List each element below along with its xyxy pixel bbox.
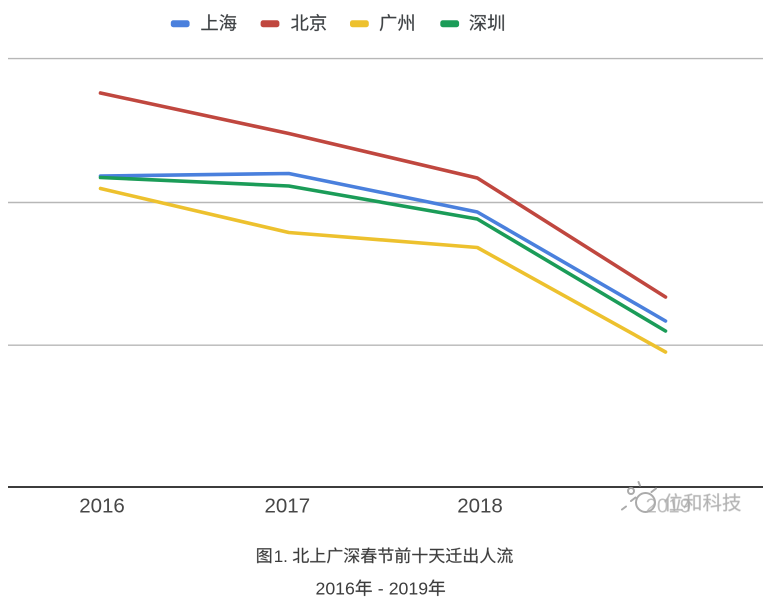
svg-text:2016: 2016 [316,579,356,599]
svg-text:2016: 2016 [79,494,125,517]
svg-text:2018: 2018 [457,494,503,517]
svg-text:2019: 2019 [389,579,428,599]
svg-text:1.: 1. [274,547,288,566]
svg-text:2017: 2017 [264,494,310,517]
svg-text:-: - [378,579,384,599]
